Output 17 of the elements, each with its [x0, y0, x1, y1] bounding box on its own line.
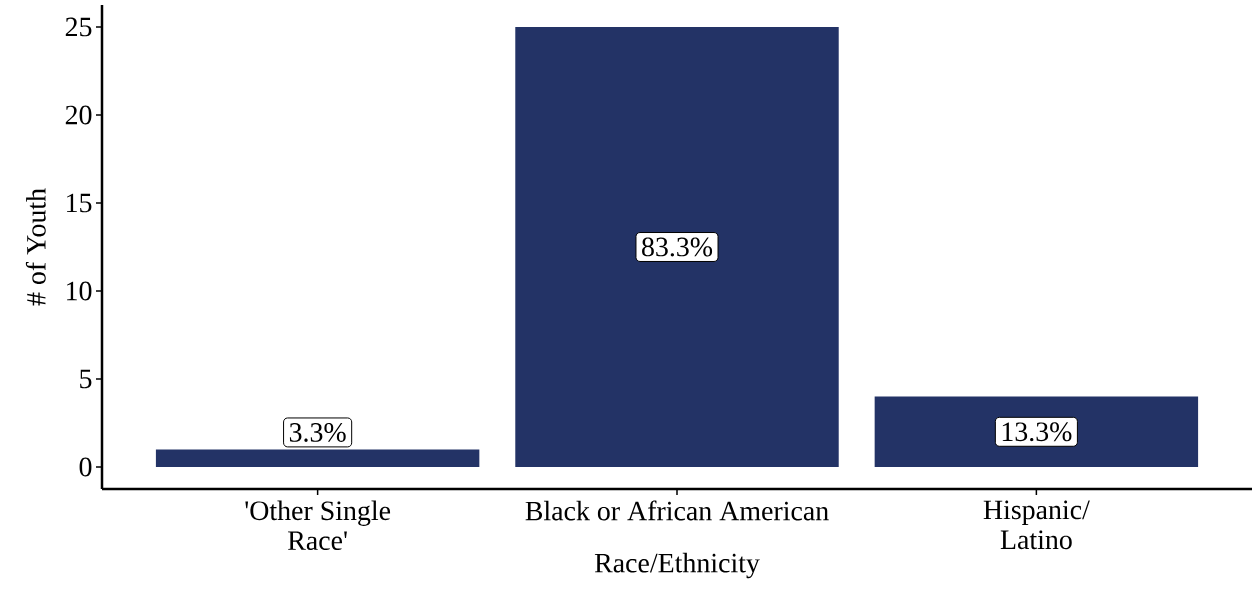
y-tick-label: 10 — [67, 281, 92, 301]
annotation: 13.3% — [1002, 422, 1072, 442]
annotation: 83.3% — [642, 237, 713, 257]
y-tick-label: 20 — [65, 105, 92, 125]
x-axis-title: Race/Ethnicity — [594, 552, 760, 579]
y-tick-label: 15 — [67, 193, 92, 213]
y-tick-label: 0 — [79, 457, 92, 477]
y-tick-label: 5 — [80, 369, 92, 389]
bar — [515, 26, 839, 467]
annotation: 3.3% — [289, 422, 346, 442]
bar — [155, 449, 480, 467]
x-tick-label: 'Other Single Race' — [245, 500, 391, 551]
y-tick-label: 25 — [65, 17, 92, 37]
x-tick-label: Black or African American — [525, 500, 829, 521]
y-axis-title: # of Youth — [25, 188, 46, 306]
bar — [874, 396, 1199, 467]
x-tick-label: Hispanic/ Latino — [983, 500, 1090, 550]
